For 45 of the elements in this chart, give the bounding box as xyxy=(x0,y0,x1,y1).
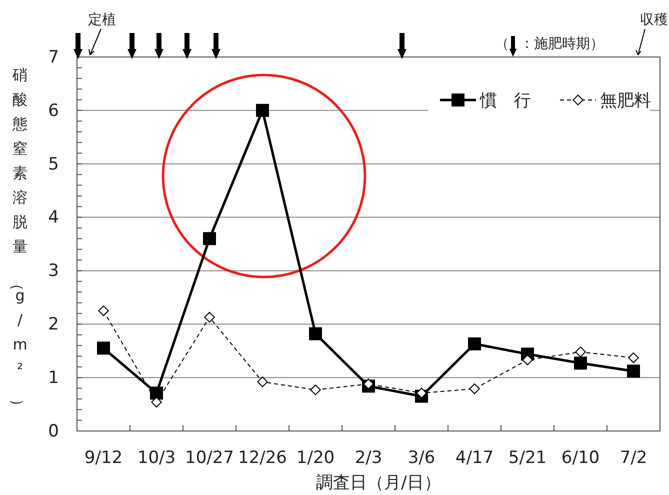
point xyxy=(416,388,427,398)
text: 収穫 xyxy=(640,12,668,28)
y-tick-label: 4 xyxy=(48,208,59,228)
point xyxy=(98,305,109,316)
point xyxy=(522,354,533,366)
point xyxy=(309,327,322,340)
point xyxy=(151,396,162,408)
x-tick-label: 1/20 xyxy=(296,448,335,468)
point xyxy=(97,342,110,355)
point xyxy=(574,356,587,370)
point xyxy=(468,337,481,350)
legend-label: 無肥料 xyxy=(600,90,651,111)
x-tick-label: 6/10 xyxy=(561,448,600,468)
text: （：施肥時期） xyxy=(495,36,604,52)
x-tick-label: 5/21 xyxy=(508,448,547,468)
x-tick-label: 10/27 xyxy=(185,448,234,468)
x-tick-label: 3/6 xyxy=(408,448,436,468)
y-tick-label: 7 xyxy=(48,47,59,68)
point xyxy=(310,384,321,396)
x-tick-label: 7/2 xyxy=(620,448,648,468)
point xyxy=(257,376,268,388)
y-tick-label: 3 xyxy=(48,261,59,282)
x-tick-label: 9/12 xyxy=(84,448,123,468)
point xyxy=(203,232,216,246)
x-axis-title: 調査日（月/日） xyxy=(316,473,441,493)
y-tick-label: 2 xyxy=(48,314,59,335)
text: 硝酸態窒素溶脱量（g/m²） xyxy=(8,66,28,414)
y-tick-label: 6 xyxy=(48,100,59,121)
x-tick-label: 4/17 xyxy=(455,448,494,468)
x-tick-label: 2/3 xyxy=(354,448,382,468)
x-tick-label: 10/3 xyxy=(137,448,176,468)
point xyxy=(627,364,640,378)
x-tick-label: 12/26 xyxy=(238,448,287,468)
text: 定植 xyxy=(88,12,116,28)
point xyxy=(575,346,586,358)
point xyxy=(469,383,480,394)
point xyxy=(150,386,163,400)
point xyxy=(363,378,374,390)
point xyxy=(628,352,639,364)
y-tick-label: 5 xyxy=(48,154,59,174)
y-tick-label: 1 xyxy=(48,368,59,388)
y-tick-label: 0 xyxy=(48,421,59,442)
point xyxy=(256,104,269,117)
legend-label: 慣 行 xyxy=(479,90,531,111)
point xyxy=(204,312,215,323)
